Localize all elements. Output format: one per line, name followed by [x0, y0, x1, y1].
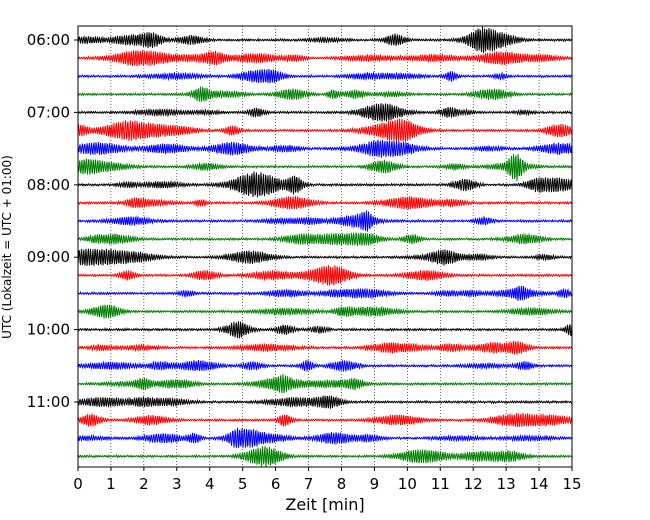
- seismogram-trace: [77, 374, 573, 394]
- seismogram-trace: [77, 171, 573, 198]
- x-tick-label: 6: [271, 475, 281, 493]
- seismogram-trace: [77, 359, 573, 372]
- x-tick-label: 13: [497, 475, 516, 493]
- seismogram-trace: [77, 395, 573, 409]
- x-tick-label: 9: [370, 475, 380, 493]
- y-axis-label: UTC (Lokalzeit = UTC + 01:00): [0, 155, 14, 339]
- x-axis-ticks: 0 1 2 3 4 5 6 7 8 9 10 11 12 13 14 15: [73, 467, 582, 493]
- seismogram-trace: [77, 68, 573, 84]
- seismogram-trace: [77, 265, 573, 286]
- seismogram-trace: [77, 340, 573, 355]
- x-tick-label: 5: [238, 475, 248, 493]
- x-tick-label: 11: [431, 475, 450, 493]
- seismogram-trace: [77, 248, 573, 266]
- seismogram-trace: [77, 210, 573, 232]
- seismogram-trace: [77, 103, 573, 122]
- x-tick-label: 15: [562, 475, 581, 493]
- seismogram-trace: [77, 446, 573, 467]
- x-tick-label: 10: [398, 475, 417, 493]
- seismogram-trace: [77, 231, 573, 247]
- seismogram-traces: [77, 26, 573, 467]
- y-tick-label: 08:00: [27, 176, 70, 194]
- seismogram-trace: [77, 118, 573, 142]
- y-tick-label: 09:00: [27, 248, 70, 266]
- y-tick-label: 07:00: [27, 103, 70, 121]
- x-tick-label: 0: [73, 475, 83, 493]
- x-tick-label: 1: [106, 475, 116, 493]
- seismogram-trace: [77, 304, 573, 319]
- x-tick-label: 3: [172, 475, 182, 493]
- x-tick-label: 7: [304, 475, 314, 493]
- x-tick-label: 14: [530, 475, 549, 493]
- plot-frame: [77, 25, 573, 468]
- x-axis-label: Zeit [min]: [285, 495, 364, 514]
- seismogram-trace: [77, 412, 573, 428]
- x-tick-label: 12: [464, 475, 483, 493]
- y-tick-label: 11:00: [27, 393, 70, 411]
- y-tick-label: 06:00: [27, 31, 70, 49]
- seismogram-trace: [77, 139, 573, 158]
- x-tick-label: 2: [139, 475, 149, 493]
- seismogram-trace: [77, 196, 573, 210]
- y-axis-ticks: 06:00 07:00 08:00 09:00 10:00 11:00: [27, 31, 78, 411]
- x-tick-label: 8: [337, 475, 347, 493]
- seismogram-trace: [77, 321, 573, 339]
- y-tick-label: 10:00: [27, 321, 70, 339]
- x-tick-label: 4: [205, 475, 215, 493]
- seismogram-trace: [77, 50, 573, 67]
- seismogram-trace: [77, 427, 573, 448]
- seismogram-trace: [77, 26, 573, 54]
- seismogram-trace: [77, 285, 573, 301]
- seismogram-trace: [77, 154, 573, 182]
- seismogram-trace: [77, 86, 573, 102]
